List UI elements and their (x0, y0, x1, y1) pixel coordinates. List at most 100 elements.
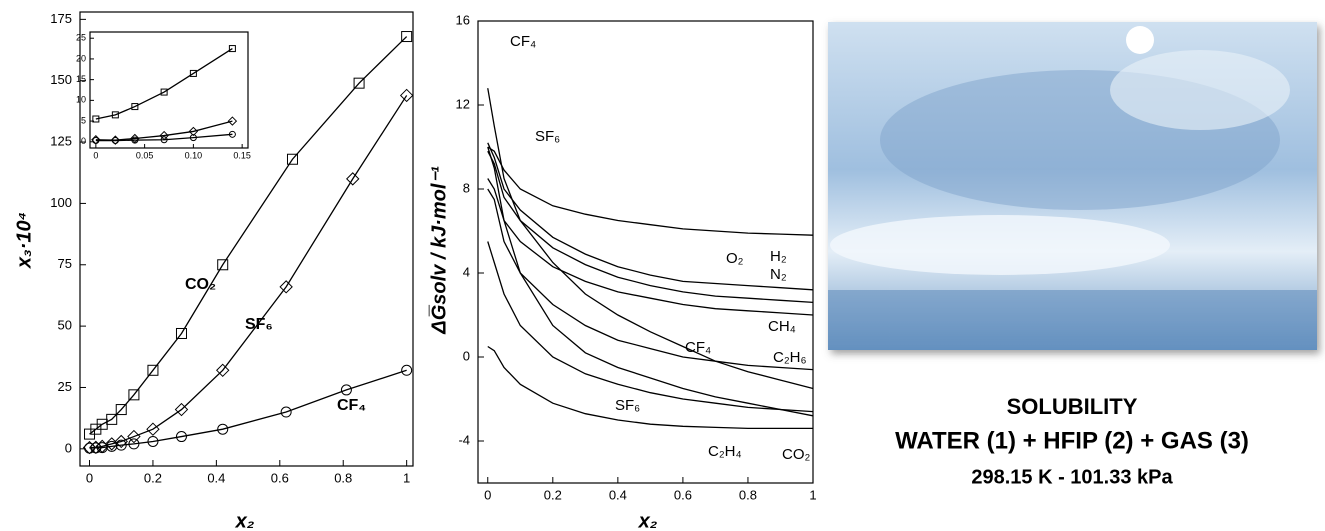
x-tick-label: 0.2 (144, 470, 162, 485)
x-tick-label: 0.6 (674, 487, 692, 502)
marker-diamond (146, 422, 160, 436)
series-label: CO₂ (782, 446, 811, 463)
marker-circle (228, 130, 236, 138)
x-tick-label: 0.8 (334, 470, 352, 485)
marker-square (353, 77, 365, 89)
series-label: C₂H₄ (708, 443, 742, 460)
marker-diamond (130, 133, 140, 144)
y-tick-label: 50 (58, 318, 72, 333)
x-tick-label: 0.10 (185, 150, 203, 160)
y-tick-label: 25 (76, 33, 86, 43)
y-tick-label: 175 (50, 11, 72, 26)
marker-square (147, 364, 159, 376)
series-label: SF₆ (245, 316, 273, 333)
photo (828, 22, 1317, 350)
marker-square (128, 389, 140, 401)
marker-diamond (346, 172, 360, 186)
marker-circle (84, 442, 96, 454)
y-axis-label: ΔG̅solv / kJ·mol⁻¹ (428, 166, 450, 335)
caption-conditions: 298.15 K - 101.33 kPa (971, 466, 1173, 488)
x-tick-label: 0.6 (271, 470, 289, 485)
marker-square (217, 259, 229, 271)
x-tick-label: 0.05 (136, 150, 154, 160)
x-tick-label: 0.4 (609, 487, 627, 502)
marker-square (131, 103, 139, 111)
series-line (487, 188, 814, 371)
marker-diamond (227, 116, 238, 126)
y-tick-label: 100 (50, 195, 72, 210)
y-tick-label: 0 (81, 136, 86, 146)
y-tick-label: 150 (50, 72, 72, 87)
x-tick-label: 0 (93, 150, 98, 160)
y-tick-label: 125 (50, 134, 72, 149)
x-tick-label: 0.15 (233, 150, 251, 160)
y-tick-label: 10 (76, 95, 86, 105)
y-tick-label: 5 (81, 115, 86, 125)
marker-square (189, 69, 197, 77)
marker-square (175, 327, 187, 339)
marker-circle (401, 364, 413, 376)
marker-circle (90, 442, 102, 454)
y-tick-label: 12 (456, 96, 470, 111)
x-tick-label: 0.4 (207, 470, 225, 485)
series-label: O₂ (726, 250, 744, 267)
x-tick-label: 0 (86, 470, 93, 485)
y-tick-label: 16 (456, 12, 470, 27)
series-label: CH₄ (768, 318, 796, 335)
marker-diamond (399, 88, 414, 103)
series-label: C₂H₆ (773, 349, 807, 366)
x-axis-label: x₂ (235, 510, 255, 531)
plot-frame (477, 20, 814, 484)
marker-circle (147, 435, 159, 447)
x-tick-label: 0.8 (739, 487, 757, 502)
marker-diamond (174, 402, 189, 417)
series-line (487, 146, 814, 417)
x-axis-label: x₂ (638, 510, 658, 531)
series-label: CF₄ (337, 397, 366, 414)
y-tick-label: 0 (65, 440, 72, 455)
x-tick-label: 1 (403, 470, 410, 485)
caption-system: WATER (1) + HFIP (2) + GAS (3) (895, 427, 1249, 454)
series-line (487, 241, 814, 413)
series-label: SF₆ (535, 128, 560, 145)
series-label: CF₄ (510, 33, 536, 50)
series-line (487, 146, 814, 236)
marker-diamond (188, 126, 199, 137)
marker-circle (115, 439, 127, 451)
marker-diamond (127, 429, 141, 444)
y-tick-label: 8 (463, 180, 470, 195)
x-tick-label: 0.2 (544, 487, 562, 502)
marker-square (160, 88, 168, 96)
series-line (487, 88, 814, 390)
series-label: SF₆ (615, 397, 640, 414)
marker-square (92, 115, 100, 123)
marker-circle (340, 384, 352, 396)
marker-square (111, 111, 119, 119)
marker-circle (160, 136, 168, 144)
marker-circle (175, 431, 187, 443)
marker-square (286, 153, 298, 165)
caption-title: SOLUBILITY (1007, 394, 1138, 419)
x-tick-label: 0 (484, 487, 491, 502)
marker-circle (189, 134, 197, 142)
marker-square (115, 404, 127, 416)
y-tick-label: 20 (76, 53, 86, 63)
y-tick-label: 4 (463, 264, 470, 279)
marker-circle (92, 137, 100, 145)
series-label: H₂ (770, 248, 787, 265)
series-label: CF₄ (685, 339, 711, 356)
marker-diamond (216, 363, 230, 377)
y-tick-label: 25 (58, 379, 72, 394)
marker-diamond (114, 434, 128, 449)
series-line (487, 345, 813, 430)
plot-frame (89, 31, 249, 149)
marker-circle (217, 423, 229, 435)
marker-diamond (279, 280, 293, 294)
y-tick-label: 75 (58, 256, 72, 271)
x-tick-label: 1 (809, 487, 816, 502)
series-label: CO₂ (185, 276, 216, 293)
marker-square (401, 31, 413, 43)
y-tick-label: 15 (76, 74, 86, 84)
